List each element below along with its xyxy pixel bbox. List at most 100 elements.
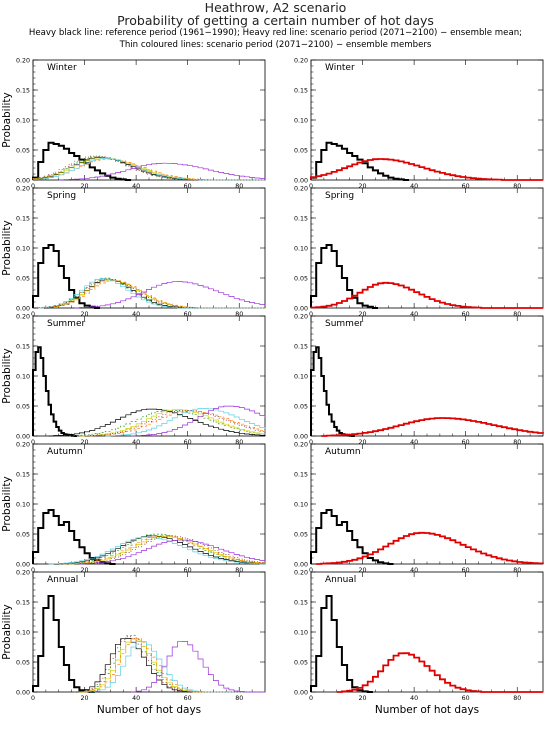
y-tick-label: 0.05 [16, 404, 30, 411]
y-tick-label: 0.15 [294, 216, 308, 223]
x-tick-label: 60 [462, 695, 470, 702]
ensemble-member-line [58, 533, 266, 565]
axes-frame [32, 571, 266, 693]
x-tick-label: 80 [513, 439, 521, 446]
season-label: Winter [325, 63, 355, 73]
season-label: Autumn [47, 447, 83, 457]
x-tick-label: 0 [309, 183, 313, 190]
x-tick-label: 80 [235, 439, 243, 446]
ensemble-member-line [32, 156, 265, 181]
axes-frame [32, 315, 266, 437]
y-tick-label: 0.00 [16, 434, 30, 441]
y-tick-label: 0.10 [294, 502, 308, 509]
reference-line [310, 346, 355, 437]
y-tick-label: 0.05 [294, 660, 308, 667]
y-tick-label: 0.15 [294, 344, 308, 351]
ensemble-member-line [38, 278, 265, 309]
ensemble-member-line [105, 408, 266, 437]
ensemble-member-line [131, 641, 265, 693]
x-tick-label: 20 [81, 183, 89, 190]
scenario-mean-line [321, 417, 544, 437]
x-tick-label: 80 [235, 695, 243, 702]
y-tick-label: 0.15 [16, 472, 30, 479]
x-tick-label: 20 [359, 439, 367, 446]
ensemble-member-line [48, 408, 266, 437]
x-tick-label: 40 [410, 695, 418, 702]
y-tick-label: 0.00 [16, 562, 30, 569]
ensemble-member-line [84, 638, 265, 693]
season-label: Summer [325, 319, 363, 329]
panel-summer-members: 0.000.050.100.150.200 20 40 60 80SummerProba… [1, 314, 266, 446]
x-axis-label: Number of hot days [375, 704, 479, 716]
y-tick-label: 0.20 [294, 186, 308, 193]
x-tick-label: 20 [359, 311, 367, 318]
scenario-mean-line [316, 531, 544, 565]
ensemble-member-line [48, 536, 265, 565]
y-axis-label: Probability [1, 220, 13, 276]
ensemble-member-line [79, 409, 266, 437]
ensemble-member-line [131, 405, 266, 437]
ensemble-member-line [79, 539, 266, 565]
x-tick-label: 40 [132, 695, 140, 702]
y-tick-label: 0.00 [16, 178, 30, 185]
x-tick-label: 60 [462, 567, 470, 574]
ensemble-member-line [63, 534, 266, 565]
reference-line [32, 244, 100, 309]
x-tick-label: 40 [410, 567, 418, 574]
y-tick-label: 0.20 [16, 58, 30, 65]
figure-note-line1: Heavy black line: reference period (1961… [28, 28, 523, 38]
axes-frame [310, 315, 544, 437]
y-tick-label: 0.05 [16, 660, 30, 667]
y-tick-label: 0.00 [16, 306, 30, 313]
x-tick-label: 0 [31, 567, 35, 574]
y-tick-label: 0.00 [16, 690, 30, 697]
x-tick-label: 40 [410, 183, 418, 190]
x-tick-label: 20 [359, 695, 367, 702]
y-tick-label: 0.15 [294, 472, 308, 479]
axes-frame [32, 187, 266, 309]
y-tick-label: 0.05 [16, 532, 30, 539]
y-tick-label: 0.10 [294, 630, 308, 637]
x-tick-label: 80 [513, 183, 521, 190]
x-tick-label: 80 [513, 695, 521, 702]
reference-line [310, 141, 409, 181]
ensemble-member-line [89, 641, 265, 693]
y-axis-label: Probability [1, 92, 13, 148]
axes-frame [310, 443, 544, 565]
reference-line [32, 141, 131, 181]
panel-annual-mean: 0.000.050.100.150.200 20 40 60 80AnnualNumbe… [294, 570, 544, 716]
x-tick-label: 20 [359, 567, 367, 574]
y-tick-label: 0.15 [16, 216, 30, 223]
y-tick-label: 0.15 [294, 88, 308, 95]
x-tick-label: 60 [462, 439, 470, 446]
ensemble-member-line [74, 281, 266, 309]
x-tick-label: 0 [31, 183, 35, 190]
y-tick-label: 0.00 [294, 562, 308, 569]
y-tick-label: 0.15 [16, 88, 30, 95]
axes-frame [32, 59, 266, 181]
panel-annual-members: 0.000.050.100.150.200 20 40 60 80AnnualProba… [1, 570, 266, 716]
season-label: Annual [325, 575, 356, 585]
x-tick-label: 80 [513, 311, 521, 318]
figure-site-title: Heathrow, A2 scenario [204, 0, 347, 15]
x-tick-label: 80 [235, 567, 243, 574]
y-tick-label: 0.20 [294, 58, 308, 65]
y-tick-label: 0.05 [294, 532, 308, 539]
ensemble-member-line [74, 535, 266, 565]
x-tick-label: 40 [410, 311, 418, 318]
y-tick-label: 0.10 [16, 118, 30, 125]
scenario-mean-line [336, 652, 543, 693]
season-label: Spring [47, 191, 76, 201]
y-tick-label: 0.10 [294, 118, 308, 125]
y-tick-label: 0.20 [16, 186, 30, 193]
ensemble-member-line [32, 158, 265, 181]
season-label: Annual [47, 575, 78, 585]
y-tick-label: 0.05 [294, 148, 308, 155]
axes-frame [310, 571, 544, 693]
axes-frame [310, 187, 544, 309]
scenario-mean-line [310, 281, 543, 309]
y-tick-label: 0.10 [294, 246, 308, 253]
